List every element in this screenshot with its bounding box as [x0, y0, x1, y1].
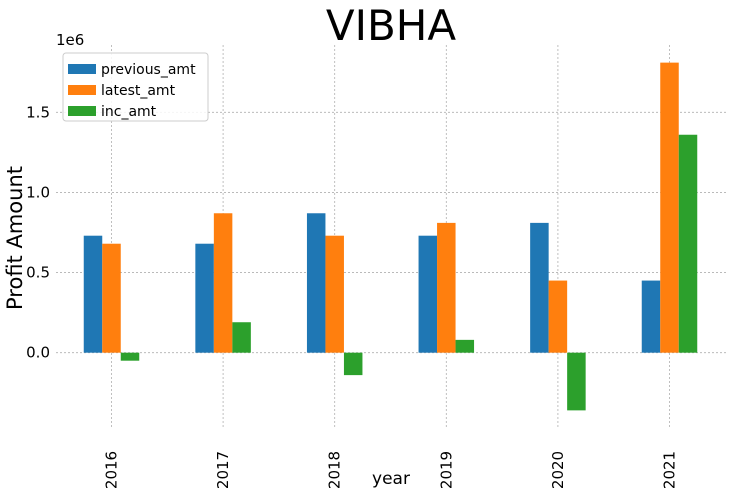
- bar-previous_amt: [418, 235, 438, 353]
- x-tick-label: 2017: [214, 451, 232, 489]
- bar-inc_amt: [120, 352, 140, 361]
- x-tick-label: 2018: [326, 451, 344, 489]
- y-axis-offset-label: 1e6: [56, 31, 84, 49]
- bar-latest_amt: [325, 235, 344, 353]
- legend-swatch: [68, 106, 96, 116]
- bar-previous_amt: [83, 235, 103, 353]
- x-tick-label: 2021: [661, 451, 679, 489]
- x-axis-label: year: [372, 469, 410, 489]
- bar-inc_amt: [232, 322, 251, 353]
- bar-previous_amt: [195, 243, 214, 353]
- y-tick-label: 1.0: [26, 183, 50, 201]
- x-tick-label: 2020: [549, 451, 567, 489]
- bar-latest_amt: [437, 222, 456, 353]
- bars: [83, 62, 698, 411]
- x-tick-label: 2016: [103, 451, 121, 489]
- bar-latest_amt: [548, 280, 568, 353]
- y-axis-label: Profit Amount: [3, 166, 27, 310]
- bar-inc_amt: [455, 339, 475, 353]
- x-tick-label: 2019: [437, 451, 455, 489]
- chart-title: VIBHA: [326, 1, 457, 50]
- legend-label: previous_amt: [101, 62, 196, 78]
- legend-label: latest_amt: [101, 83, 176, 99]
- bar-previous_amt: [641, 280, 661, 353]
- legend-label: inc_amt: [101, 104, 157, 120]
- bar-latest_amt: [102, 243, 121, 353]
- legend-box: [62, 52, 209, 122]
- y-tick-label: 0.5: [26, 264, 50, 282]
- bar-inc_amt: [343, 352, 363, 376]
- bar-inc_amt: [678, 134, 698, 353]
- bar-previous_amt: [530, 222, 549, 353]
- bar-latest_amt: [213, 213, 233, 353]
- bar-previous_amt: [306, 213, 326, 353]
- axes: 0.0 0.5 1.0 1.5 2016 2017 2018 2019 2020 2021: [26, 103, 678, 489]
- legend-swatch: [68, 64, 96, 74]
- legend: previous_amt latest_amt inc_amt: [62, 52, 209, 122]
- legend-swatch: [68, 85, 96, 95]
- y-tick-label: 0.0: [26, 344, 50, 362]
- bar-latest_amt: [660, 62, 679, 353]
- bar-inc_amt: [567, 352, 586, 411]
- y-tick-label: 1.5: [26, 103, 50, 121]
